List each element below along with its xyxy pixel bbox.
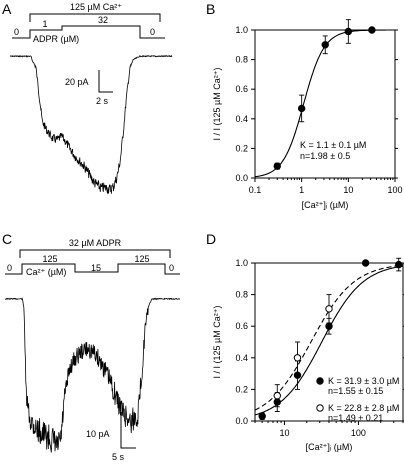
- panel-c-letter: C: [2, 231, 12, 247]
- panel-b-xtick-label: 100: [387, 185, 402, 195]
- panel-d-data-point-open: [273, 392, 281, 400]
- panel-b: B 0.0 0.2 0.4 0.6 0.8 1.0 0.1 1 10 100 K = 1.1 ± …: [206, 1, 403, 210]
- panel-c-adpr-bar: [19, 249, 171, 258]
- panel-b-data-point-filled: [344, 27, 353, 36]
- panel-b-xtick-label: 10: [343, 185, 353, 195]
- panel-d-ytick-label: 0.4: [235, 353, 248, 363]
- panel-a-ca-bar: [29, 13, 161, 22]
- panel-d-data-point-open: [325, 305, 333, 313]
- panel-b-frame: [254, 29, 396, 179]
- panel-d-legend-open-marker: [316, 404, 324, 412]
- panel-d-ytick-label: 0.0: [235, 416, 248, 426]
- panel-c-step-0: 0: [7, 263, 12, 273]
- panel-c-step-2: 15: [91, 263, 101, 273]
- panel-c-current-trace: [4, 297, 180, 453]
- panel-a-scale-current: 20 pA: [65, 77, 89, 87]
- panel-a-step-1: 1: [42, 19, 47, 29]
- panel-d-legend-filled-marker: [316, 377, 324, 385]
- panel-a-protocol-top: 125 µM Ca²⁺: [70, 2, 122, 12]
- panel-b-ytick-label: 0.2: [235, 143, 248, 153]
- panel-b-n-text: n=1.98 ± 0.5: [300, 151, 350, 161]
- panel-d-ytick-label: 1.0: [235, 258, 248, 268]
- panel-b-ytick-label: 0.0: [235, 173, 248, 183]
- panel-b-data-point-filled: [368, 26, 376, 34]
- panel-b-k-text: K = 1.1 ± 0.1 µM: [300, 140, 366, 150]
- panel-b-xtick-label: 0.1: [249, 185, 262, 195]
- panel-d: D 0.0 0.2 0.4 0.6 0.8 1.0 10 100 K = 31.9 ± 3.0…: [206, 231, 404, 452]
- panel-d-xtick-label: 100: [351, 428, 366, 438]
- panel-b-points: [273, 19, 376, 170]
- panel-d-ytick-label: 0.8: [235, 290, 248, 300]
- panel-a: A 125 µM Ca²⁺ 0 1 32 0 ADPR (µM) 20 pA 2…: [2, 1, 173, 195]
- panel-b-letter: B: [206, 1, 215, 17]
- panel-c-protocol-top: 32 µM ADPR: [69, 238, 122, 248]
- panel-d-legend-open-n: n=1.49 ± 0.21: [328, 413, 383, 423]
- panel-c-step-1: 125: [42, 254, 57, 264]
- panel-d-legend-filled-n: n=1.55 ± 0.15: [328, 386, 383, 396]
- panel-d-data-point-filled: [258, 412, 266, 420]
- panel-d-data-point-filled: [361, 259, 370, 267]
- panel-b-ylabel: I / I (125 µM Ca²⁺): [212, 68, 222, 141]
- panel-b-data-point-filled: [297, 104, 306, 113]
- panel-d-ytick-label: 0.2: [235, 384, 248, 394]
- panel-b-xlabel: [Ca²⁺]ᵢ (µM): [302, 200, 349, 210]
- panel-c-unit-label: Ca²⁺ (µM): [26, 267, 66, 277]
- panel-a-step-2: 32: [98, 15, 108, 25]
- panel-d-ytick-label: 0.6: [235, 321, 248, 331]
- panel-d-xtick-label: 10: [279, 428, 289, 438]
- panel-c-scale-current: 10 pA: [86, 429, 110, 439]
- panel-b-data-point-filled: [321, 41, 329, 49]
- panel-a-letter: A: [2, 1, 12, 17]
- panel-d-data-point-open: [293, 354, 302, 362]
- panel-a-adpr-steps: [12, 25, 165, 39]
- panel-b-xtick-label: 1: [299, 185, 304, 195]
- panel-d-xlabel: [Ca²⁺]ᵢ (µM): [306, 442, 353, 452]
- panel-d-data-point-filled: [325, 322, 333, 330]
- panel-d-data-point-filled: [395, 260, 403, 269]
- panel-d-legend-open-k: K = 22.8 ± 2.8 µM: [328, 403, 399, 413]
- panel-a-unit-label: ADPR (µM): [33, 34, 79, 44]
- panel-c: C 32 µM ADPR 0 125 15 125 0 Ca²⁺ (µM) 10…: [2, 231, 180, 462]
- panel-a-step-3: 0: [150, 27, 155, 37]
- panel-a-step-0: 0: [14, 27, 19, 37]
- panel-b-ytick-label: 1.0: [235, 25, 248, 35]
- panel-b-ytick-label: 0.6: [235, 84, 248, 94]
- panel-b-ytick-label: 0.8: [235, 55, 248, 65]
- panel-a-current-trace: [9, 54, 173, 195]
- panel-a-scale-bar: [98, 70, 113, 93]
- panel-d-ylabel: I / I (125 µM Ca²⁺): [212, 306, 222, 379]
- panel-d-legend-filled-k: K = 31.9 ± 3.0 µM: [328, 376, 399, 386]
- panel-c-step-4: 0: [169, 263, 174, 273]
- panel-a-scale-time: 2 s: [96, 96, 109, 106]
- panel-d-points: [258, 257, 403, 420]
- panel-b-data-point-filled: [273, 162, 281, 170]
- panel-d-letter: D: [206, 231, 216, 247]
- panel-b-ytick-label: 0.4: [235, 114, 248, 124]
- panel-c-scale-bar: [120, 412, 136, 449]
- panel-c-ca-steps: [5, 263, 180, 275]
- panel-b-ticks: 0.0 0.2 0.4 0.6 0.8 1.0 0.1 1 10 100: [235, 25, 402, 195]
- panel-c-scale-time: 5 s: [112, 452, 125, 462]
- panel-c-step-3: 125: [134, 254, 149, 264]
